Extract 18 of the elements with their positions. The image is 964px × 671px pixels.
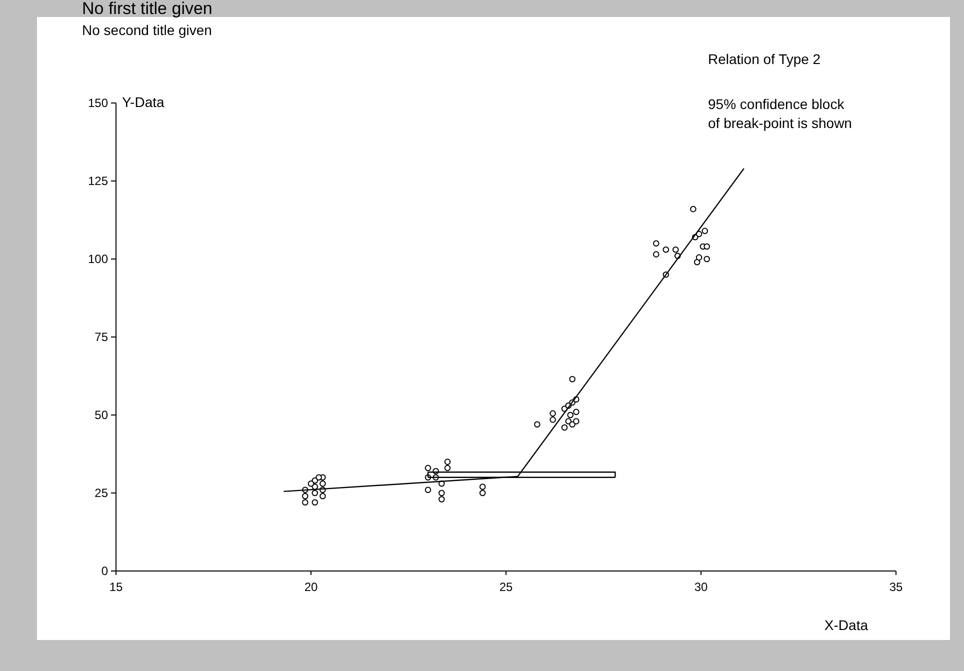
x-axis-title: X-Data xyxy=(824,617,868,633)
chart-subtitle: No second title given xyxy=(82,22,212,38)
y-tick-label: 25 xyxy=(94,486,108,500)
x-tick-label: 30 xyxy=(694,580,708,594)
x-tick-label: 35 xyxy=(889,580,903,594)
y-tick-label: 150 xyxy=(88,96,108,110)
y-tick-label: 125 xyxy=(88,174,108,188)
x-tick-label: 25 xyxy=(499,580,513,594)
y-axis-title: Y-Data xyxy=(122,94,164,110)
x-tick-label: 20 xyxy=(304,580,318,594)
y-tick-label: 100 xyxy=(88,252,108,266)
chart-title: No first title given xyxy=(82,0,212,18)
text: Relation of Type 2 xyxy=(708,51,821,67)
y-tick-label: 50 xyxy=(94,408,108,422)
y-tick-label: 75 xyxy=(94,330,108,344)
annotation: 95% confidence block of break-point is shown xyxy=(708,96,852,131)
x-tick-label: 15 xyxy=(109,580,123,594)
y-tick-label: 0 xyxy=(101,564,108,578)
